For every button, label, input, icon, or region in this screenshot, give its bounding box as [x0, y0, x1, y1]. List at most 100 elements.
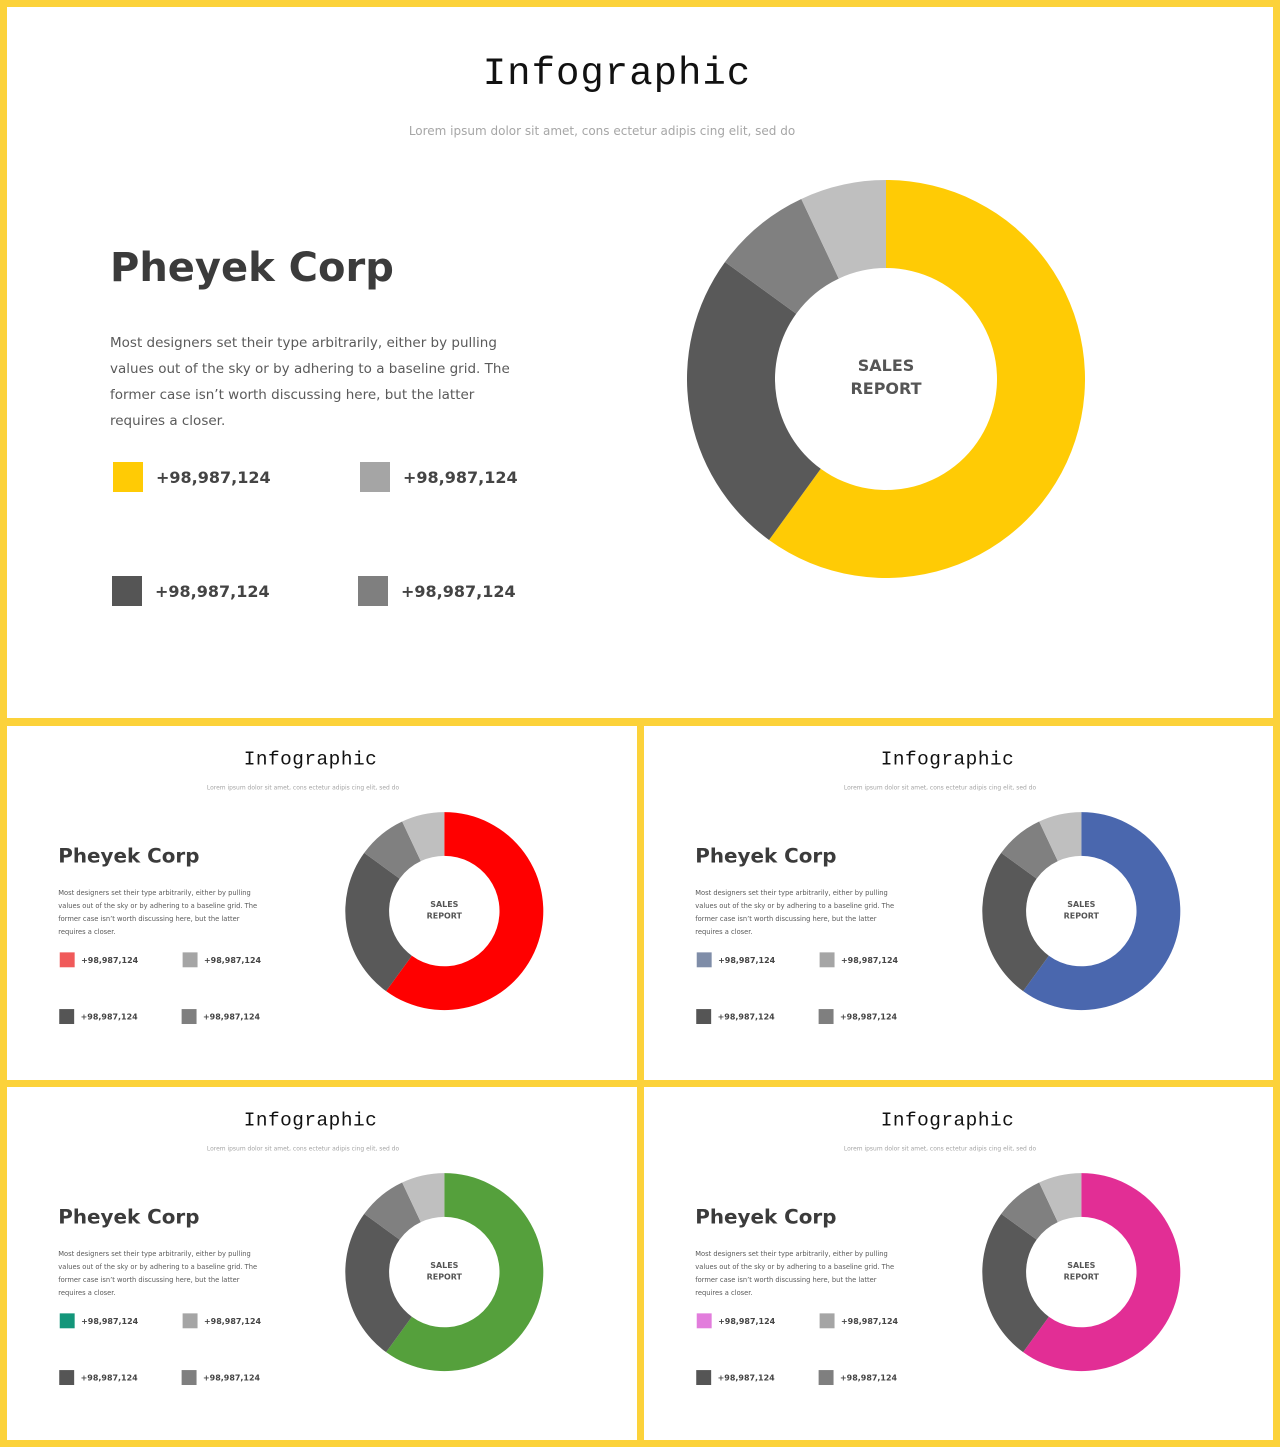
legend-swatch: [819, 1313, 835, 1329]
slide-variant-pink[interactable]: Infographic Lorem ipsum dolor sit amet, …: [644, 1087, 1273, 1440]
donut-slice-3: [402, 1173, 445, 1223]
legend-swatch: [696, 1009, 712, 1025]
legend-swatch: [181, 1009, 197, 1025]
legend-item: +98,987,124: [696, 952, 776, 968]
company-name: Pheyek Corp: [110, 245, 394, 291]
donut-slice-0: [1023, 812, 1181, 1011]
donut-slice-0: [386, 812, 544, 1011]
center-label-line-2: REPORT: [850, 379, 921, 398]
center-label-line-1: SALES: [858, 356, 915, 375]
donut-slice-1: [982, 852, 1049, 992]
legend-swatch: [59, 952, 75, 968]
slide-main[interactable]: Infographic Lorem ipsum dolor sit amet, …: [7, 7, 1273, 718]
donut-slice-2: [364, 821, 421, 879]
donut-slice-2: [1001, 1182, 1058, 1240]
legend-label: +98,987,124: [80, 1372, 138, 1383]
legend-label: +98,987,124: [717, 1011, 775, 1022]
center-label-line-2: REPORT: [427, 1273, 463, 1282]
center-label-line-2: REPORT: [1064, 1273, 1100, 1282]
legend-label: +98,987,124: [718, 1316, 776, 1326]
donut-slice-1: [687, 262, 821, 540]
legend-swatch: [182, 952, 198, 968]
legend-swatch: [696, 952, 712, 968]
legend-label: +98,987,124: [718, 955, 776, 965]
legend-label: +98,987,124: [204, 1316, 262, 1326]
donut-slice-2: [725, 198, 839, 314]
legend-swatch: [696, 1370, 712, 1386]
donut-slice-0: [1023, 1173, 1181, 1372]
donut-chart: SALES REPORT: [345, 1173, 544, 1372]
donut-slice-1: [345, 852, 412, 992]
slide-variant-red[interactable]: Infographic Lorem ipsum dolor sit amet, …: [7, 726, 637, 1080]
legend-swatch: [360, 462, 390, 492]
slide-title: Infographic: [243, 748, 378, 771]
legend-label: +98,987,124: [401, 581, 516, 601]
company-description: Most designers set their type arbitraril…: [695, 1250, 895, 1297]
donut-slice-3: [402, 812, 445, 862]
legend-swatch: [182, 1313, 198, 1329]
center-label-line-2: REPORT: [427, 912, 463, 921]
company-name: Pheyek Corp: [695, 844, 837, 868]
legend-label: +98,987,124: [155, 581, 270, 601]
donut-slice-3: [1039, 812, 1082, 862]
donut-chart: SALES REPORT: [345, 812, 544, 1011]
slide-title: Infographic: [880, 1109, 1015, 1132]
legend-label: +98,987,124: [840, 1372, 898, 1383]
slide-title: Infographic: [880, 748, 1015, 771]
legend-label: +98,987,124: [841, 955, 899, 965]
company-description: Most designers set their type arbitraril…: [58, 889, 258, 936]
legend-item: +98,987,124: [182, 952, 262, 968]
legend-swatch: [819, 952, 835, 968]
legend-item: +98,987,124: [59, 952, 139, 968]
legend-swatch: [112, 576, 142, 606]
legend-label: +98,987,124: [81, 1316, 139, 1326]
legend-swatch: [696, 1313, 712, 1329]
legend-item: +98,987,124: [360, 462, 518, 492]
slide-variant-blue[interactable]: Infographic Lorem ipsum dolor sit amet, …: [644, 726, 1273, 1080]
legend-item: +98,987,124: [59, 1009, 138, 1025]
legend-swatch: [818, 1009, 834, 1025]
legend-item: +98,987,124: [181, 1370, 261, 1386]
donut-slice-0: [769, 180, 1085, 578]
slide-variant-green[interactable]: Infographic Lorem ipsum dolor sit amet, …: [7, 1087, 637, 1440]
donut-slice-3: [1039, 1173, 1082, 1223]
legend-item: +98,987,124: [818, 1370, 898, 1386]
legend-label: +98,987,124: [717, 1372, 775, 1383]
donut-chart: SALES REPORT: [982, 812, 1181, 1011]
company-name: Pheyek Corp: [695, 1205, 837, 1229]
legend-swatch: [59, 1009, 75, 1025]
legend-item: +98,987,124: [696, 1313, 776, 1329]
donut-slice-2: [364, 1182, 421, 1240]
legend-label: +98,987,124: [81, 955, 139, 965]
legend-item: +98,987,124: [113, 462, 271, 492]
legend-swatch: [358, 576, 388, 606]
center-label-line-1: SALES: [1067, 900, 1095, 909]
slide-title: Infographic: [482, 52, 752, 96]
legend-item: +98,987,124: [59, 1370, 138, 1386]
legend-item: +98,987,124: [358, 576, 516, 606]
donut-chart: SALES REPORT: [687, 180, 1085, 578]
legend-label: +98,987,124: [403, 467, 518, 487]
center-label-line-1: SALES: [430, 900, 458, 909]
legend-label: +98,987,124: [841, 1316, 899, 1326]
legend-label: +98,987,124: [203, 1372, 261, 1383]
legend-label: +98,987,124: [204, 955, 262, 965]
legend-label: +98,987,124: [203, 1011, 261, 1022]
company-description: Most designers set their type arbitraril…: [110, 335, 510, 429]
legend-swatch: [181, 1370, 197, 1386]
slide-subtitle: Lorem ipsum dolor sit amet, cons ectetur…: [408, 124, 796, 138]
center-label-line-1: SALES: [1067, 1261, 1095, 1270]
legend-item: +98,987,124: [696, 1370, 775, 1386]
legend-swatch: [59, 1313, 75, 1329]
legend-swatch: [113, 462, 143, 492]
legend-item: +98,987,124: [696, 1009, 775, 1025]
slide-subtitle: Lorem ipsum dolor sit amet, cons ectetur…: [843, 784, 1037, 792]
legend-swatch: [59, 1370, 75, 1386]
legend-swatch: [818, 1370, 834, 1386]
company-description: Most designers set their type arbitraril…: [58, 1250, 258, 1297]
donut-slice-3: [801, 180, 886, 279]
legend-item: +98,987,124: [818, 1009, 897, 1025]
slide-subtitle: Lorem ipsum dolor sit amet, cons ectetur…: [206, 784, 400, 792]
company-name: Pheyek Corp: [58, 844, 200, 868]
center-label-line-1: SALES: [430, 1261, 458, 1270]
